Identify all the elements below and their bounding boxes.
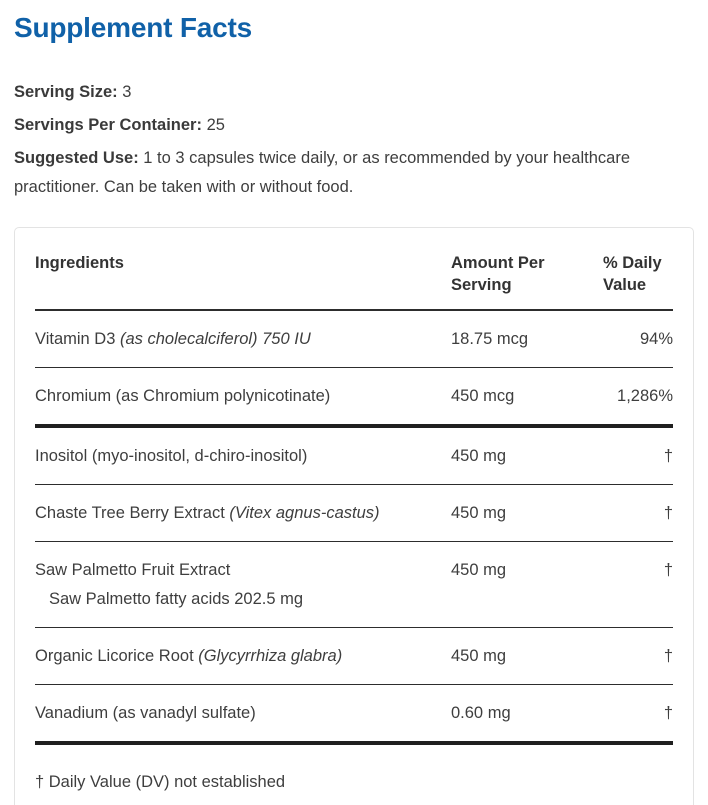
- servings-per-container-label: Servings Per Container:: [14, 116, 202, 134]
- serving-size-line: Serving Size: 3: [14, 78, 694, 107]
- ingredient-latin-name: (Glycyrrhiza glabra): [198, 647, 343, 665]
- ingredient-name: Vanadium (as vanadyl sulfate): [35, 704, 256, 722]
- suggested-use-label: Suggested Use:: [14, 149, 139, 167]
- ingredient-detail-italic: (as cholecalciferol) 750 IU: [120, 330, 311, 348]
- page-title: Supplement Facts: [14, 12, 252, 43]
- suggested-use-text: 1 to 3 capsules twice daily, or as recom…: [14, 149, 630, 196]
- daily-value: †: [663, 447, 673, 465]
- table-row: Organic Licorice Root (Glycyrrhiza glabr…: [35, 628, 673, 685]
- ingredient-name-cell: Chaste Tree Berry Extract (Vitex agnus-c…: [35, 501, 441, 525]
- header-amount-per-serving: Amount Per Serving: [451, 254, 545, 294]
- supplement-facts-panel: Ingredients Amount Per Serving % Daily V…: [14, 227, 694, 805]
- daily-value: †: [663, 561, 673, 579]
- ingredient-name: Inositol (myo-inositol, d-chiro-inositol…: [35, 447, 308, 465]
- table-row: Chromium (as Chromium polynicotinate) 45…: [35, 368, 673, 428]
- ingredient-name: Chromium (as Chromium polynicotinate): [35, 387, 331, 405]
- header-daily-value: % Daily Value: [603, 254, 662, 294]
- table-row: Vanadium (as vanadyl sulfate) 0.60 mg †: [35, 685, 673, 745]
- amount-per-serving: 0.60 mg: [451, 704, 511, 722]
- amount-per-serving: 18.75 mcg: [451, 330, 529, 348]
- ingredient-name: Saw Palmetto Fruit Extract: [35, 561, 231, 579]
- table-row: Chaste Tree Berry Extract (Vitex agnus-c…: [35, 485, 673, 542]
- ingredient-name: Vitamin D3: [35, 330, 116, 348]
- amount-per-serving: 450 mg: [451, 504, 507, 522]
- ingredient-name-cell: Vanadium (as vanadyl sulfate): [35, 701, 441, 725]
- ingredient-name-cell: Vitamin D3 (as cholecalciferol) 750 IU: [35, 327, 441, 351]
- table-row: Inositol (myo-inositol, d-chiro-inositol…: [35, 428, 673, 485]
- ingredient-name-cell: Saw Palmetto Fruit Extract Saw Palmetto …: [35, 558, 441, 611]
- ingredient-name: Chaste Tree Berry Extract: [35, 504, 225, 522]
- amount-per-serving: 450 mg: [451, 447, 507, 465]
- daily-value: 94%: [639, 330, 673, 348]
- table-row: Saw Palmetto Fruit Extract Saw Palmetto …: [35, 542, 673, 628]
- serving-info: Serving Size: 3 Servings Per Container: …: [14, 78, 694, 202]
- ingredient-name: Organic Licorice Root: [35, 647, 194, 665]
- daily-value: †: [663, 647, 673, 665]
- serving-size-value: 3: [122, 83, 132, 101]
- amount-per-serving: 450 mg: [451, 647, 507, 665]
- ingredient-subcomponent: Saw Palmetto fatty acids 202.5 mg: [49, 590, 304, 608]
- header-ingredients: Ingredients: [35, 254, 124, 272]
- ingredient-name-cell: Inositol (myo-inositol, d-chiro-inositol…: [35, 444, 441, 468]
- servings-per-container-value: 25: [206, 116, 225, 134]
- serving-size-label: Serving Size:: [14, 83, 118, 101]
- daily-value: †: [663, 504, 673, 522]
- daily-value: 1,286%: [617, 387, 673, 405]
- table-row: Vitamin D3 (as cholecalciferol) 750 IU 1…: [35, 311, 673, 368]
- amount-per-serving: 450 mcg: [451, 387, 515, 405]
- suggested-use-line: Suggested Use: 1 to 3 capsules twice dai…: [14, 144, 674, 202]
- daily-value: †: [663, 704, 673, 722]
- daily-value-footnote: † Daily Value (DV) not established: [35, 773, 286, 791]
- amount-per-serving: 450 mg: [451, 561, 507, 579]
- ingredient-latin-name: (Vitex agnus-castus): [229, 504, 380, 522]
- servings-per-container-line: Servings Per Container: 25: [14, 111, 694, 140]
- ingredient-name-cell: Chromium (as Chromium polynicotinate): [35, 384, 441, 408]
- ingredient-name-cell: Organic Licorice Root (Glycyrrhiza glabr…: [35, 644, 441, 668]
- table-header-row: Ingredients Amount Per Serving % Daily V…: [35, 252, 673, 311]
